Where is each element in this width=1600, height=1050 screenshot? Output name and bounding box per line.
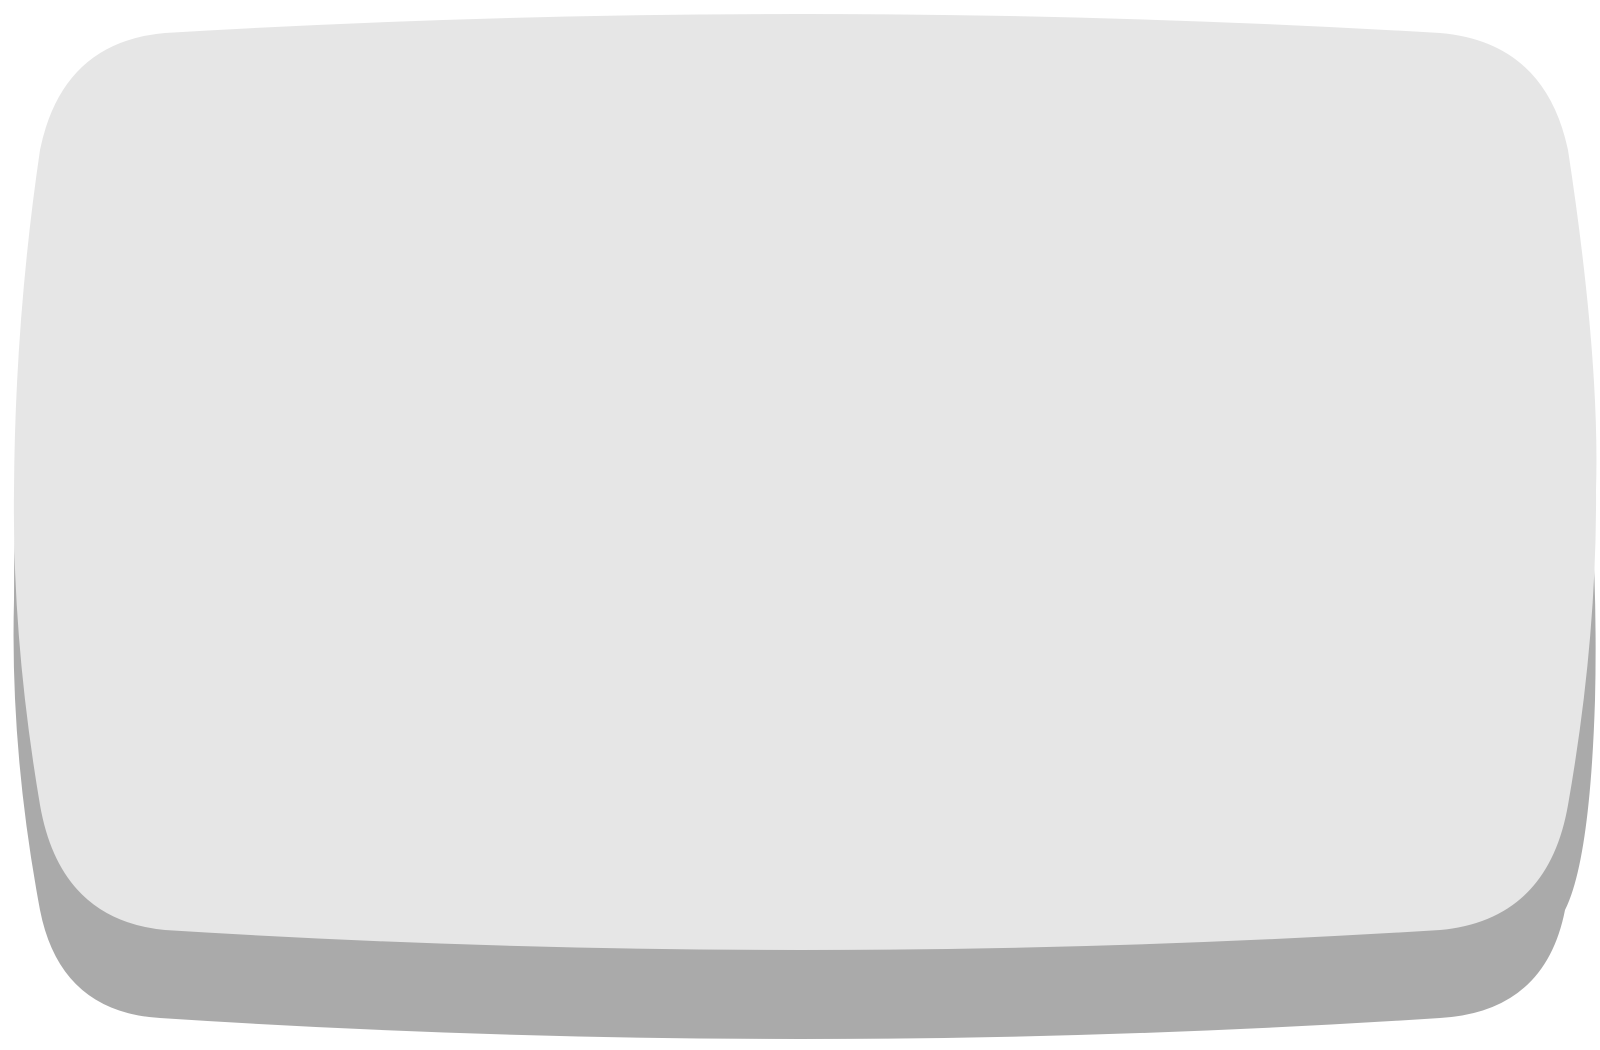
- keycap-top: [13, 14, 1597, 950]
